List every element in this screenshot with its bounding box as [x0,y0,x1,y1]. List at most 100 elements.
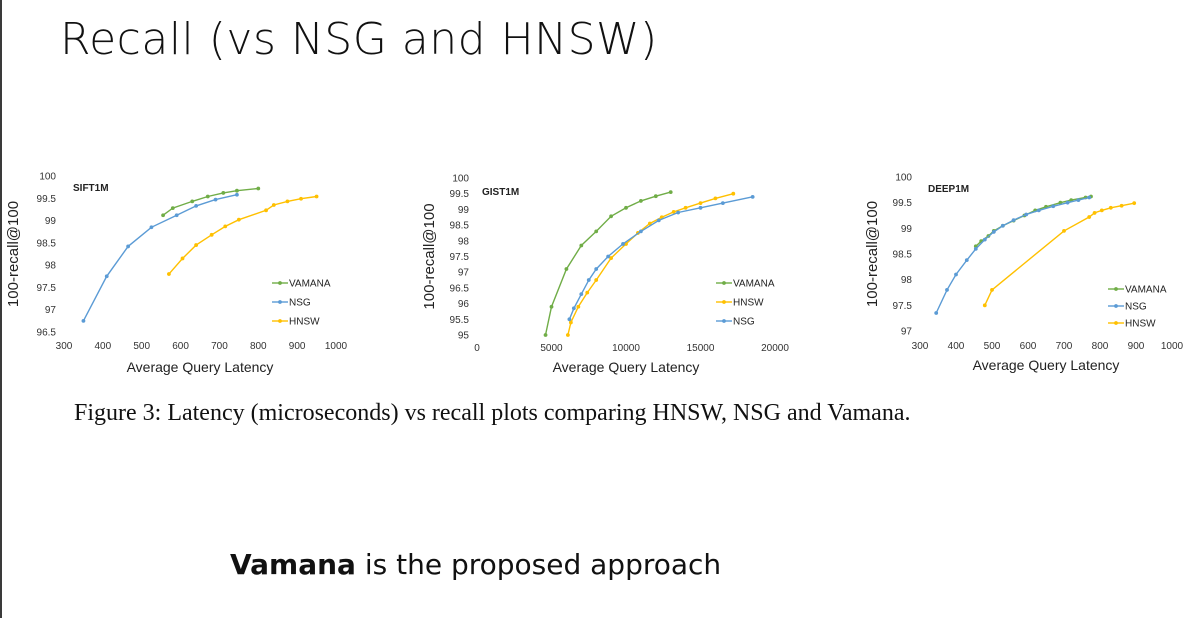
data-point-nsg [606,254,611,259]
y-tick-label: 99 [901,224,913,235]
chart-title: GIST1M [482,187,519,198]
x-tick-label: 1000 [325,341,348,352]
left-border [0,0,2,618]
data-point-nsg [579,292,584,297]
data-point-hnsw [585,290,590,295]
data-point-vamana [624,205,628,210]
data-point-nsg [149,225,154,230]
data-point-hnsw [264,208,268,213]
legend-label-nsg: NSG [1125,302,1147,313]
x-tick-label: 15000 [687,343,715,354]
legend-marker-vamana [1114,287,1118,291]
x-tick-label: 800 [1092,341,1109,352]
y-tick-label: 96.5 [37,328,57,339]
footer-rest: is the proposed approach [355,548,722,581]
legend-label-vamana: VAMANA [289,279,331,290]
data-point-hnsw [568,320,573,325]
data-point-nsg [676,210,681,215]
data-point-nsg [194,203,199,208]
data-point-hnsw [285,199,290,204]
data-point-vamana [564,267,569,271]
y-tick-label: 98.5 [893,250,913,261]
legend-label-hnsw: HNSW [1125,319,1156,330]
y-tick-label: 98.5 [37,238,57,249]
data-point-nsg [126,244,131,249]
data-point-hnsw [1092,211,1097,215]
legend-marker-hnsw [1114,321,1118,325]
figure-caption: Figure 3: Latency (microseconds) vs reca… [74,400,911,426]
x-tick-label: 800 [250,341,267,352]
y-tick-label: 97.5 [893,301,913,312]
data-point-vamana [653,194,658,199]
chart-deep1m: 97 97.5 98 98.5 99 99.5 100 300 400 500 600 700 800 9… [818,165,1198,380]
data-point-nsg [621,242,625,246]
y-tick-label: 98 [458,236,470,247]
data-point-hnsw [1099,208,1104,213]
data-point-nsg [720,201,725,206]
x-tick-label: 10000 [612,343,640,354]
y-axis-label: 100-recall@100 [421,203,438,309]
data-point-hnsw [982,303,987,308]
x-tick-label: 700 [1056,341,1073,352]
data-point-nsg [639,229,643,234]
data-point-nsg [945,288,949,292]
footer-note: Vamana is the proposed approach [230,548,721,581]
data-point-nsg [934,311,939,315]
data-point-nsg [1036,208,1041,213]
y-tick-label: 97 [45,305,57,316]
data-point-nsg [698,205,703,210]
data-point-nsg [81,318,86,323]
data-point-hnsw [698,201,703,206]
y-tick-label: 96 [458,299,470,310]
legend-marker-nsg [278,300,282,304]
data-point-nsg [571,306,576,311]
data-point-vamana [579,243,584,248]
x-tick-label: 400 [948,341,965,352]
data-point-hnsw [565,333,570,337]
data-point-nsg [973,246,978,251]
data-point-nsg [991,230,996,234]
y-tick-label: 99.5 [450,189,470,200]
x-tick-label: 20000 [761,343,789,354]
data-point-nsg [1065,200,1070,205]
data-point-nsg [982,237,987,242]
data-point-vamana [190,199,195,204]
data-point-vamana [205,194,210,199]
x-tick-label: 1000 [1161,341,1184,352]
series-line-hnsw [984,202,1135,306]
data-point-nsg [213,197,218,202]
series-line-nsg [82,194,238,322]
y-tick-label: 96.5 [450,283,470,294]
data-point-nsg [586,278,591,282]
legend-label-hnsw: HNSW [289,317,320,328]
chart-title: SIFT1M [73,183,109,194]
x-tick-label: 300 [912,341,929,352]
series-line-hnsw [567,193,734,336]
data-point-hnsw [271,203,276,207]
data-point-vamana [639,199,643,203]
data-point-nsg [567,317,572,322]
y-tick-label: 98.5 [450,221,470,232]
x-axis-label: Average Query Latency [973,357,1120,373]
data-point-hnsw [1062,229,1066,233]
data-point-nsg [235,192,239,197]
y-tick-label: 98 [45,261,57,272]
legend-label-nsg: NSG [289,298,311,309]
data-point-hnsw [1108,205,1113,210]
y-tick-label: 99 [45,216,57,227]
chart-gist1m: 95 95.5 96 96.5 97 97.5 98 98.5 99 99.5 100 0 5000 10… [416,165,796,380]
data-point-vamana [170,206,175,210]
data-point-hnsw [683,205,688,210]
slide-title: Recall (vs NSG and HNSW) [60,14,658,65]
series-line-nsg [935,196,1090,314]
chart-sift1m: 96.5 97 97.5 98 98.5 99 99.5 100 300 400 500 600 700… [0,165,380,380]
legend-label-vamana: VAMANA [1125,285,1167,296]
legend-marker-vamana [722,281,726,285]
data-point-nsg [174,213,179,218]
legend-marker-nsg [722,319,726,323]
data-point-hnsw [576,304,581,309]
data-point-hnsw [1087,215,1092,219]
chart-svg: 97 97.5 98 98.5 99 99.5 100 300 400 500 600 700 800 9… [864,173,1184,374]
data-point-vamana [543,333,548,337]
x-tick-label: 900 [289,341,306,352]
